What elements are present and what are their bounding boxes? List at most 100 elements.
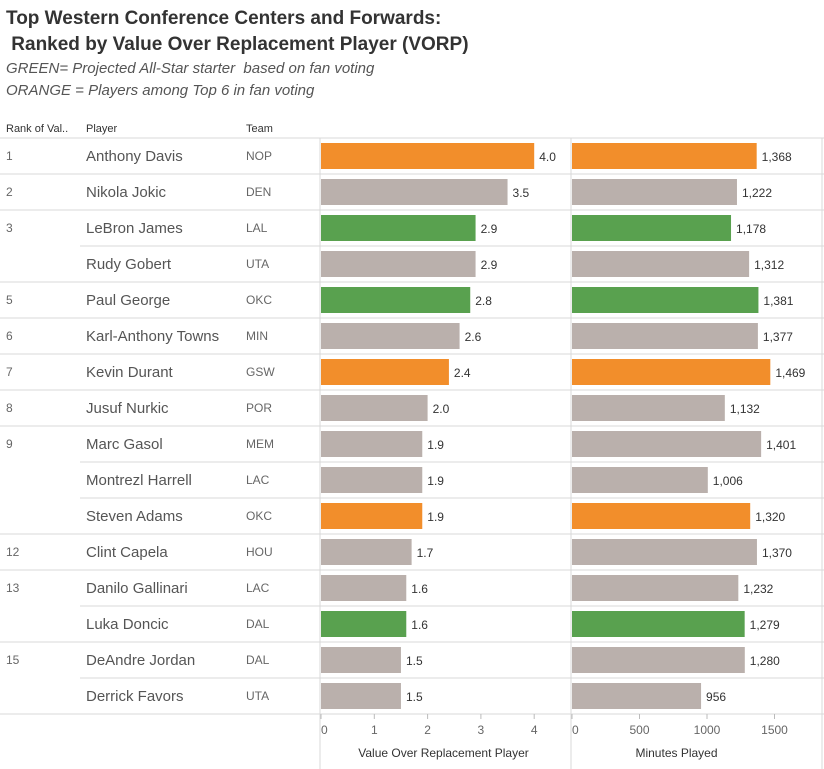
minutes-tick-label: 500 [629,723,649,737]
team-cell: UTA [246,689,269,703]
vorp-label: 1.9 [427,474,444,488]
minutes-label: 1,469 [775,366,805,380]
rank-cell: 9 [6,437,13,451]
player-name: Danilo Gallinari [86,580,188,597]
minutes-bar [572,143,757,169]
vorp-label: 1.5 [406,654,423,668]
vorp-bar [321,575,407,601]
minutes-label: 1,368 [762,150,792,164]
vorp-axis-title: Value Over Replacement Player [358,746,529,760]
minutes-bar [572,467,708,493]
player-name: Kevin Durant [86,364,174,381]
minutes-label: 1,370 [762,546,792,560]
vorp-bar [321,215,476,241]
player-name: Marc Gasol [86,436,163,453]
vorp-tick-label: 2 [424,723,431,737]
vorp-label: 1.7 [417,546,434,560]
player-name: Clint Capela [86,544,168,561]
header-player: Player [86,123,118,135]
vorp-label: 1.6 [411,582,428,596]
rank-cell: 13 [6,581,20,595]
chart-subtitle-orange: ORANGE = Players among Top 6 in fan voti… [6,82,315,99]
team-cell: MIN [246,329,268,343]
vorp-bar [321,647,401,673]
minutes-label: 1,006 [713,474,743,488]
rank-cell: 8 [6,401,13,415]
minutes-label: 956 [706,690,726,704]
vorp-bar [321,179,508,205]
title-block: Top Western Conference Centers and Forwa… [6,6,469,102]
minutes-tick-label: 1500 [761,723,788,737]
player-name: Jusuf Nurkic [86,400,169,417]
minutes-label: 1,132 [730,402,760,416]
minutes-bar [572,683,702,709]
vorp-bar [321,539,412,565]
minutes-bar [572,431,762,457]
vorp-bar [321,395,428,421]
team-cell: OKC [246,509,272,523]
team-cell: HOU [246,545,273,559]
minutes-label: 1,377 [763,330,793,344]
vorp-label: 2.4 [454,366,471,380]
header-team: Team [246,123,273,135]
vorp-tick-label: 4 [531,723,538,737]
vorp-label: 4.0 [539,150,556,164]
vorp-label: 1.5 [406,690,423,704]
player-name: Montrezl Harrell [86,472,192,489]
vorp-bar [321,683,401,709]
minutes-axis-title: Minutes Played [635,746,717,760]
vorp-label: 3.5 [513,186,530,200]
rank-cell: 7 [6,365,13,379]
minutes-bar [572,287,759,313]
player-name: Steven Adams [86,508,183,525]
minutes-bar [572,539,757,565]
minutes-bar [572,215,732,241]
chart-subtitle-green: GREEN= Projected All-Star starter based … [6,60,375,77]
player-name: DeAndre Jordan [86,652,195,669]
player-name: Paul George [86,292,170,309]
vorp-bar [321,323,460,349]
team-cell: DAL [246,617,270,631]
vorp-bar [321,611,407,637]
minutes-label: 1,280 [750,654,780,668]
player-name: Derrick Favors [86,688,184,705]
chart-title: Top Western Conference Centers and Forwa… [6,8,442,29]
player-name: Rudy Gobert [86,256,172,273]
vorp-label: 2.0 [433,402,450,416]
team-cell: DAL [246,653,270,667]
rank-cell: 2 [6,185,13,199]
player-name: Luka Doncic [86,616,169,633]
minutes-bar [572,323,758,349]
header-rank: Rank of Val.. [6,123,68,135]
vorp-tick-label: 0 [321,723,328,737]
rank-cell: 1 [6,149,13,163]
vorp-bar [321,143,535,169]
minutes-tick-label: 0 [572,723,579,737]
team-cell: OKC [246,293,272,307]
player-name: Anthony Davis [86,148,183,165]
minutes-bar [572,251,750,277]
team-cell: NOP [246,149,272,163]
vorp-label: 1.9 [427,438,444,452]
vorp-bar [321,359,449,385]
minutes-label: 1,232 [743,582,773,596]
team-cell: POR [246,401,272,415]
team-cell: MEM [246,437,274,451]
minutes-label: 1,178 [736,222,766,236]
vorp-label: 2.9 [481,222,498,236]
minutes-label: 1,320 [755,510,785,524]
minutes-bar [572,503,751,529]
minutes-bar [572,359,771,385]
vorp-bar [321,503,423,529]
player-name: Karl-Anthony Towns [86,328,219,345]
team-cell: LAC [246,473,270,487]
vorp-label: 2.6 [465,330,482,344]
vorp-label: 2.8 [475,294,492,308]
minutes-bar [572,647,745,673]
chart-title-line-2: Ranked by Value Over Replacement Player … [6,34,469,55]
rank-cell: 5 [6,293,13,307]
vorp-label: 2.9 [481,258,498,272]
rank-cell: 3 [6,221,13,235]
team-cell: LAL [246,221,268,235]
